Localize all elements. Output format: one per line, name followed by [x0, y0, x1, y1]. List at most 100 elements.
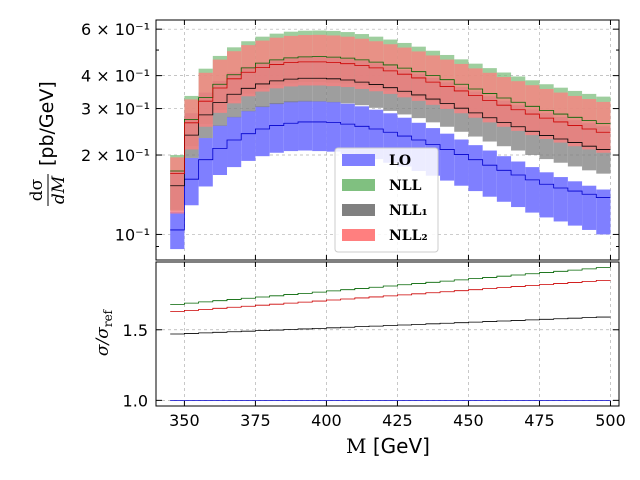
x-label-unit: [GeV]	[373, 434, 430, 458]
main-y-label-denominator: dM	[49, 175, 69, 204]
band-bin-nll2	[567, 95, 583, 147]
legend-swatch-nll	[342, 179, 375, 191]
x-tick-label: 400	[311, 411, 342, 430]
legend-label-nll2: NLL₂	[389, 228, 428, 244]
band-bin-nll2	[553, 92, 568, 143]
band-bin-lo	[184, 157, 199, 206]
central-line-nll2	[170, 61, 611, 175]
band-bin-nll2	[312, 34, 327, 86]
band-bin-lo	[269, 102, 284, 153]
band-bin-lo	[326, 101, 341, 152]
main-plot-frame	[155, 19, 620, 261]
main-y-tick-label: 2 × 10⁻¹	[81, 146, 150, 165]
legend: LO NLL NLL₁ NLL₂	[334, 147, 439, 253]
band-bin-nll2	[326, 35, 341, 87]
x-tick-label: 500	[595, 411, 626, 430]
ratio-plot-frame	[155, 261, 620, 407]
main-y-axis-label: dσ dM [pb/GeV]	[27, 81, 69, 206]
x-tick-label: 450	[453, 411, 484, 430]
band-bin-nll2	[354, 38, 370, 89]
band-bin-nll2	[227, 51, 242, 104]
main-y-tick-label: 3 × 10⁻¹	[81, 100, 150, 119]
central-line-lo	[170, 121, 611, 231]
band-bin-nll2	[411, 51, 426, 101]
band-bin-nll2	[198, 72, 213, 127]
band-bin-lo	[354, 106, 370, 157]
band-bin-nll2	[539, 88, 554, 140]
band-bin-lo	[227, 116, 242, 168]
band-bin-lo	[241, 110, 256, 161]
band-bin-nll2	[454, 63, 469, 114]
legend-swatch-nll2	[342, 229, 375, 241]
central-line-nll	[170, 56, 611, 172]
ratio-lines	[170, 267, 611, 401]
band-bin-lo	[553, 177, 568, 222]
ratio-y-axis: 1.0 1.5	[123, 321, 619, 410]
ratio-y-axis-label: σ/σref	[93, 308, 115, 356]
svg-text:M [GeV]: M [GeV]	[346, 434, 430, 458]
band-bin-lo	[369, 109, 384, 160]
band-bin-lo	[255, 106, 270, 157]
band-bin-nll2	[298, 35, 313, 86]
main-y-tick-label: 10⁻¹	[115, 225, 150, 244]
ratio-line-nll	[170, 267, 611, 305]
main-bands	[170, 30, 611, 250]
band-bin-nll2	[340, 36, 355, 88]
band-bin-nll2	[425, 55, 441, 105]
band-bin-nll2	[397, 47, 412, 98]
band-bin-nll2	[255, 40, 270, 92]
band-bin-nll2	[241, 45, 256, 97]
central-line-nll1	[170, 77, 611, 187]
band-bin-nll2	[269, 37, 284, 89]
band-bin-lo	[312, 101, 327, 152]
band-bin-nll2	[184, 99, 199, 150]
ratio-line-nll2	[170, 279, 611, 312]
ratio-y-tick-label: 1.0	[123, 391, 148, 410]
band-bin-nll2	[283, 35, 299, 87]
main-y-axis: 10⁻¹ 2 × 10⁻¹ 3 × 10⁻¹ 4 × 10⁻¹ 6 × 10⁻¹	[81, 20, 619, 248]
band-bin-lo	[525, 167, 540, 213]
band-bin-lo	[340, 103, 355, 154]
band-bin-nll2	[440, 59, 455, 109]
x-label-var: M	[346, 434, 366, 458]
band-bin-lo	[567, 181, 583, 226]
ratio-y-label-sub: ref	[101, 308, 115, 327]
main-y-tick-label: 6 × 10⁻¹	[81, 20, 150, 39]
x-axis: 350 375 400 425 450 475 500	[169, 20, 626, 430]
band-bin-lo	[596, 189, 611, 235]
main-y-label-unit: [pb/GeV]	[36, 81, 58, 166]
band-bin-lo	[496, 156, 512, 202]
x-tick-label: 350	[169, 411, 200, 430]
band-bin-lo	[482, 150, 497, 197]
main-y-label-numerator: dσ	[27, 178, 47, 201]
band-bin-lo	[454, 139, 469, 186]
band-bin-lo	[468, 145, 483, 192]
band-bin-nll2	[525, 85, 540, 136]
band-bin-nll2	[482, 72, 497, 123]
band-bin-lo	[511, 161, 526, 208]
legend-swatch-lo	[342, 154, 375, 166]
ratio-grid	[156, 262, 619, 406]
band-bin-nll2	[383, 44, 398, 94]
x-tick-label: 425	[382, 411, 413, 430]
band-bin-lo	[539, 172, 554, 218]
svg-text:σ/σref: σ/σref	[93, 308, 115, 356]
ratio-y-tick-label: 1.5	[123, 321, 148, 340]
band-bin-lo	[198, 138, 213, 187]
main-y-tick-label: 4 × 10⁻¹	[81, 67, 150, 86]
band-bin-lo	[170, 211, 185, 250]
band-bin-nll2	[511, 81, 526, 131]
band-bin-nll2	[582, 99, 597, 150]
band-bin-lo	[212, 125, 228, 176]
legend-label-nll: NLL	[389, 178, 422, 194]
x-tick-label: 475	[524, 411, 555, 430]
band-bin-lo	[298, 100, 313, 151]
band-bin-lo	[283, 101, 299, 152]
band-bin-nll2	[496, 77, 512, 127]
band-bin-lo	[582, 185, 597, 230]
legend-swatch-nll1	[342, 204, 375, 216]
legend-frame	[334, 147, 439, 253]
ratio-line-nll1	[170, 316, 611, 335]
band-bin-nll2	[468, 68, 483, 118]
